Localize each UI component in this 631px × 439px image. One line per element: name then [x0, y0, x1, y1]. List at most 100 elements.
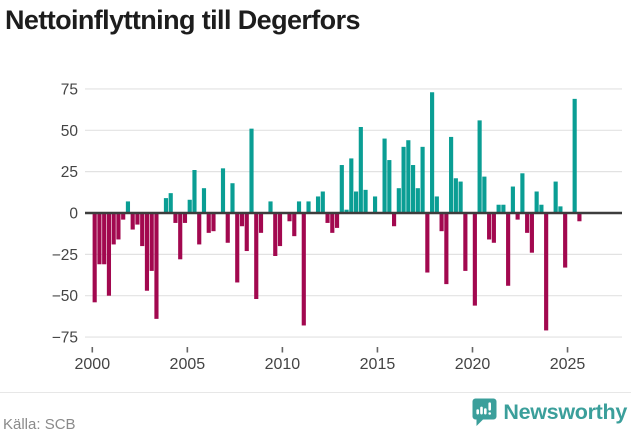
bar: [520, 173, 525, 213]
bar: [430, 92, 435, 213]
y-tick-label: 50: [61, 123, 79, 140]
bar: [572, 98, 577, 213]
bar: [287, 213, 292, 222]
bar: [277, 213, 283, 247]
bar: [506, 213, 511, 286]
bar: [420, 146, 425, 213]
y-tick-label: −75: [52, 330, 78, 347]
y-tick-label: 75: [61, 82, 78, 99]
y-tick-label: −25: [52, 247, 78, 264]
bar: [563, 213, 568, 268]
bar: [358, 126, 363, 213]
bar: [515, 213, 520, 220]
bar: [491, 213, 496, 243]
x-tick-label: 2015: [360, 356, 396, 373]
x-tick-label: 2025: [550, 356, 586, 373]
bar: [344, 209, 349, 213]
x-tick-label: 2020: [455, 356, 491, 373]
bar: [144, 213, 150, 291]
bar: [140, 213, 145, 247]
bar: [434, 196, 439, 213]
bar: [353, 191, 359, 213]
bar: [92, 213, 97, 303]
bar: [211, 213, 216, 232]
bar: [363, 189, 368, 213]
y-tick-label: 0: [69, 206, 78, 223]
bar: [439, 213, 444, 232]
bar: [349, 158, 354, 213]
newsworthy-logo[interactable]: Newsworthy: [472, 398, 627, 427]
bar: [130, 213, 135, 230]
bar: [396, 188, 401, 213]
bar: [154, 213, 159, 319]
bar: [415, 188, 420, 213]
bar: [330, 213, 335, 233]
bar: [539, 204, 544, 213]
bar: [320, 191, 325, 213]
bar: [149, 213, 154, 271]
bar: [315, 196, 321, 213]
bar: [192, 170, 197, 213]
bar: [401, 146, 406, 213]
bar: [301, 213, 306, 326]
bar: [206, 213, 211, 233]
bar: [102, 213, 107, 265]
bar: [244, 213, 249, 252]
bar: [168, 193, 173, 213]
bar: [482, 176, 487, 213]
bar: [97, 213, 102, 265]
bar: [306, 201, 311, 213]
bar: [458, 181, 463, 213]
bar: [529, 213, 534, 253]
bar: [553, 181, 558, 213]
bar: [268, 201, 273, 213]
bar: [544, 213, 549, 331]
bar: [116, 213, 121, 240]
bar: [254, 213, 259, 300]
x-tick-label: 2010: [265, 356, 301, 373]
y-axis-labels: 75 50 25 0 −25 −50 −75: [52, 82, 79, 347]
bar: [230, 183, 235, 213]
bar: [496, 204, 501, 213]
bar: [487, 213, 492, 240]
bar: [258, 213, 264, 233]
bar: [125, 201, 131, 213]
bar: [449, 136, 454, 213]
y-tick-label: 25: [61, 164, 78, 181]
bar: [296, 201, 302, 213]
x-tick-label: 2005: [170, 356, 206, 373]
bar: [558, 206, 563, 213]
x-tick-label: 2000: [75, 356, 111, 373]
bar: [178, 213, 183, 260]
bar: [106, 213, 112, 296]
bar: [225, 213, 230, 243]
bar: [372, 196, 378, 213]
bar: [472, 213, 477, 306]
gridlines: [85, 88, 622, 338]
bar: [273, 213, 278, 256]
bar: [334, 213, 340, 228]
bar: [325, 213, 330, 223]
bar: [444, 213, 449, 285]
bar: [406, 140, 411, 213]
newsworthy-logo-text: Newsworthy: [503, 400, 627, 424]
bar: [577, 213, 582, 222]
bar: [392, 213, 397, 227]
bars: [92, 92, 582, 331]
source-caption: Källa: SCB: [3, 416, 76, 433]
bar: [249, 128, 254, 213]
bar: [453, 178, 458, 213]
bar: [501, 204, 506, 213]
bar: [135, 213, 140, 225]
bar: [525, 213, 530, 233]
bar: [510, 186, 515, 213]
bar: [425, 213, 430, 273]
bar: [477, 120, 482, 213]
bar: [197, 213, 202, 245]
bar: [239, 213, 245, 227]
page-title: Nettoinflyttning till Degerfors: [5, 5, 361, 35]
y-tick-label: −50: [52, 288, 79, 305]
bar: [182, 213, 188, 223]
